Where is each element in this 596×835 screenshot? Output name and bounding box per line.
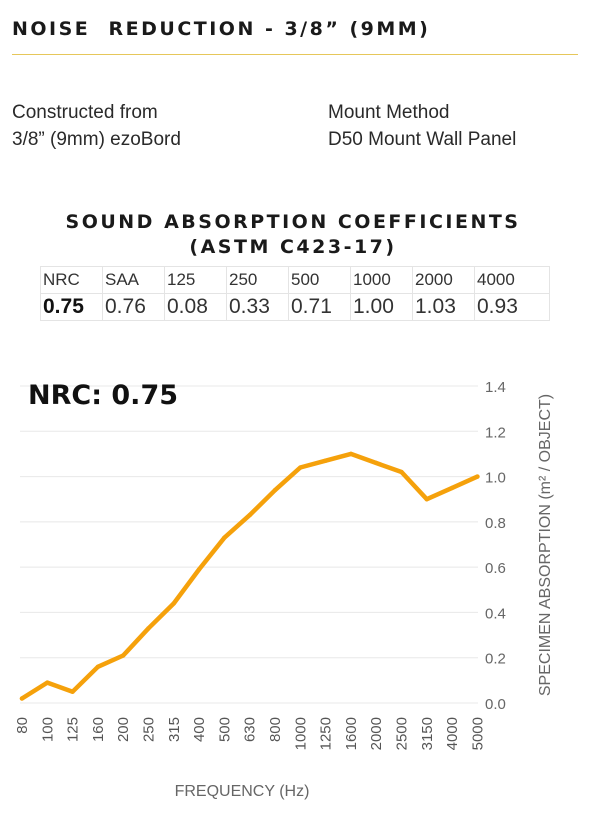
data-point [424,497,429,502]
x-tick-label: 4000 [444,717,461,750]
x-tick-label: 5000 [469,717,486,750]
mount-label: Mount Method [328,102,450,123]
y-axis-label: SPECIMEN ABSORPTION (m² / OBJECT) [537,394,554,696]
data-point [348,451,354,457]
x-tick-label: 1250 [318,717,335,750]
data-point [95,664,101,669]
x-tick-label: 315 [166,717,183,742]
header-cell: SAA [102,266,165,294]
x-tick-label: 80 [14,717,31,734]
data-point [449,485,455,491]
y-tick-label: 0.2 [485,651,506,668]
title-divider [12,54,578,55]
data-point [247,512,252,518]
x-tick-label: 160 [90,717,107,742]
value-cell: 0.76 [102,293,165,321]
data-point [146,626,151,631]
x-tick-label: 400 [191,717,208,742]
page-title: NOISE REDUCTION - 3/8” (9MM) [12,18,431,40]
x-tick-label: 2000 [368,717,385,750]
x-tick-label: 1000 [292,717,309,750]
data-point [45,680,50,685]
data-point [374,460,379,466]
y-tick-label: 0.4 [485,605,506,622]
mount-value: D50 Mount Wall Panel [328,129,517,150]
construction-label: Constructed from [12,102,158,123]
data-point [121,653,126,658]
x-tick-label: 800 [267,717,284,742]
value-cell: 0.71 [288,293,351,321]
value-cell: 1.00 [350,293,413,321]
data-point [70,689,75,694]
construction-info: Constructed from 3/8” (9mm) ezoBord [12,99,181,153]
coefficients-value-row: 0.75 0.76 0.08 0.33 0.71 1.00 1.03 0.93 [40,293,550,321]
absorption-series-line [19,451,480,701]
x-tick-label: 500 [216,717,233,742]
header-cell: 1000 [350,266,413,294]
value-cell: 1.03 [412,293,475,321]
x-tick-label: 250 [141,717,158,742]
data-point [222,535,227,540]
y-tick-label: 1.2 [485,424,506,441]
y-tick-label: 0.6 [485,560,506,577]
y-tick-label: 1.4 [485,379,506,396]
value-cell: 0.93 [474,293,550,321]
x-tick-label: 200 [115,717,132,742]
y-tick-label: 0.0 [485,696,506,713]
data-point [323,458,328,463]
x-tick-label: 3150 [419,717,436,750]
x-tick-label: 125 [65,717,82,742]
x-tick-label: 630 [242,717,259,742]
coefficients-title: SOUND ABSORPTION COEFFICIENTS (ASTM C423… [0,210,586,260]
x-tick-label: 1600 [343,717,360,750]
data-point [19,696,25,701]
nrc-label: NRC: 0.75 [28,380,179,411]
y-tick-label: 1.0 [485,470,506,487]
header-cell: 250 [226,266,289,294]
header-cell: 500 [288,266,351,294]
construction-value: 3/8” (9mm) ezoBord [12,129,181,150]
data-point [298,465,303,470]
coefficients-title-line2: (ASTM C423-17) [189,236,397,258]
data-point [399,469,404,475]
value-cell: 0.08 [164,293,227,321]
y-tick-label: 0.8 [485,515,506,532]
coefficients-title-line1: SOUND ABSORPTION COEFFICIENTS [65,211,521,233]
coefficients-table: NRC SAA 125 250 500 1000 2000 4000 0.75 … [40,266,550,321]
data-point [196,567,202,572]
data-point [171,601,176,606]
mount-info: Mount Method D50 Mount Wall Panel [328,99,516,153]
value-cell-nrc: 0.75 [40,293,103,321]
value-cell: 0.33 [226,293,289,321]
x-tick-label: 100 [39,717,56,742]
header-cell: 2000 [412,266,475,294]
x-axis-label: FREQUENCY (Hz) [175,783,310,800]
x-tick-label: 2500 [394,717,411,750]
data-point [272,487,278,493]
data-point [475,474,480,479]
